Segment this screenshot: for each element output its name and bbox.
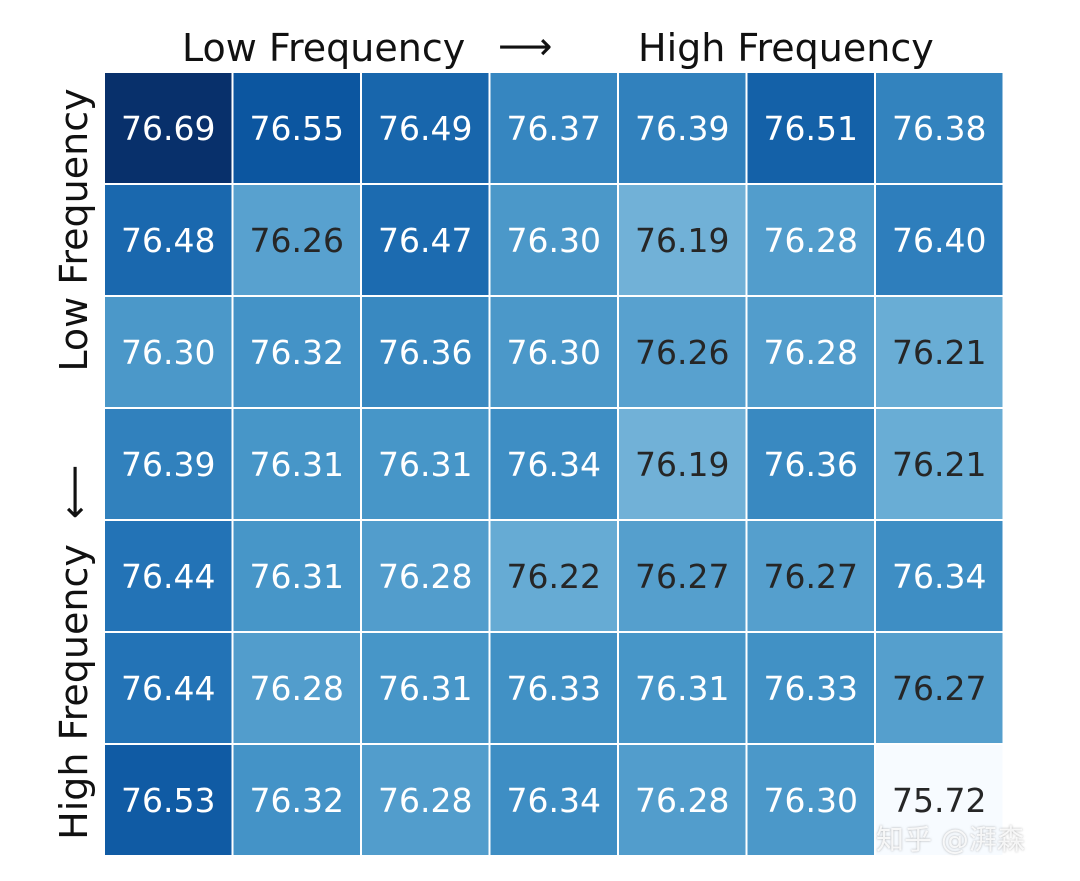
heatmap-value-r3-c3: 76.34: [507, 445, 601, 484]
heatmap-cell-r2-c3: [488, 295, 619, 409]
heatmap-value-r4-c1: 76.31: [250, 557, 344, 596]
heatmap-cell-r3-c4: [617, 407, 748, 521]
heatmap-cell-r6-c1: [231, 743, 362, 857]
heatmap-value-r4-c5: 76.27: [764, 557, 858, 596]
heatmap-cell-r1-c6: [874, 183, 1005, 297]
heatmap-value-r0-c5: 76.51: [764, 109, 858, 148]
heatmap-cell-r4-c4: [617, 519, 748, 633]
heatmap-value-r1-c0: 76.48: [121, 221, 215, 260]
heatmap-cell-r5-c0: [103, 631, 234, 745]
heatmap-value-r4-c0: 76.44: [121, 557, 215, 596]
heatmap-value-r6-c3: 76.34: [507, 781, 601, 820]
heatmap-value-r5-c1: 76.28: [250, 669, 344, 708]
heatmap-value-r5-c5: 76.33: [764, 669, 858, 708]
heatmap-cell-r2-c1: [231, 295, 362, 409]
heatmap-value-r2-c2: 76.36: [378, 333, 472, 372]
heatmap-value-r6-c0: 76.53: [121, 781, 215, 820]
heatmap-value-r5-c2: 76.31: [378, 669, 472, 708]
heatmap-value-r1-c4: 76.19: [635, 221, 729, 260]
heatmap-cell-r3-c5: [745, 407, 876, 521]
heatmap-value-r0-c2: 76.49: [378, 109, 472, 148]
heatmap-cell-r1-c0: [103, 183, 234, 297]
heatmap-cell-r6-c2: [360, 743, 491, 857]
heatmap-value-r3-c6: 76.21: [892, 445, 986, 484]
heatmap-cell-r3-c3: [488, 407, 619, 521]
heatmap-cell-r6-c4: [617, 743, 748, 857]
heatmap-cell-r3-c1: [231, 407, 362, 521]
heatmap-cell-r5-c2: [360, 631, 491, 745]
heatmap-value-r2-c3: 76.30: [507, 333, 601, 372]
heatmap-value-r6-c6: 75.72: [892, 781, 986, 820]
heatmap-cell-r4-c2: [360, 519, 491, 633]
heatmap-cell-r1-c1: [231, 183, 362, 297]
heatmap-value-r3-c4: 76.19: [635, 445, 729, 484]
heatmap-value-r1-c5: 76.28: [764, 221, 858, 260]
heatmap-cell-r6-c0: [103, 743, 234, 857]
heatmap-value-r6-c4: 76.28: [635, 781, 729, 820]
heatmap-value-r5-c6: 76.27: [892, 669, 986, 708]
heatmap-value-r0-c6: 76.38: [892, 109, 986, 148]
heatmap-value-r6-c2: 76.28: [378, 781, 472, 820]
heatmap-value-r5-c0: 76.44: [121, 669, 215, 708]
heatmap-value-r6-c1: 76.32: [250, 781, 344, 820]
heatmap-cell-r4-c3: [488, 519, 619, 633]
heatmap-value-r4-c2: 76.28: [378, 557, 472, 596]
heatmap-cell-r1-c5: [745, 183, 876, 297]
heatmap-value-r0-c4: 76.39: [635, 109, 729, 148]
heatmap-value-r1-c6: 76.40: [892, 221, 986, 260]
heatmap-value-r4-c4: 76.27: [635, 557, 729, 596]
heatmap-value-r4-c3: 76.22: [507, 557, 601, 596]
heatmap-cell-r0-c5: [745, 71, 876, 185]
heatmap-cell-r6-c6: [874, 743, 1005, 857]
heatmap-cell-r3-c0: [103, 407, 234, 521]
watermark: 知乎 @湃森: [876, 823, 1025, 856]
heatmap-cell-r4-c5: [745, 519, 876, 633]
heatmap-value-r5-c3: 76.33: [507, 669, 601, 708]
heatmap-cell-r2-c4: [617, 295, 748, 409]
heatmap-value-r1-c2: 76.47: [378, 221, 472, 260]
heatmap-cell-r4-c1: [231, 519, 362, 633]
heatmap-value-r2-c0: 76.30: [121, 333, 215, 372]
heatmap-cell-r0-c6: [874, 71, 1005, 185]
heatmap-value-r4-c6: 76.34: [892, 557, 986, 596]
heatmap-value-r0-c0: 76.69: [121, 109, 215, 148]
heatmap-cell-r6-c5: [745, 743, 876, 857]
heatmap-value-r3-c0: 76.39: [121, 445, 215, 484]
heatmap-cell-r3-c6: [874, 407, 1005, 521]
x-axis-arrow: ⟶: [498, 24, 553, 68]
heatmap-cell-r1-c3: [488, 183, 619, 297]
heatmap-value-r2-c4: 76.26: [635, 333, 729, 372]
heatmap-cell-r1-c2: [360, 183, 491, 297]
heatmap-value-r0-c3: 76.37: [507, 109, 601, 148]
x-axis-label-high: High Frequency: [638, 26, 934, 70]
heatmap-value-r0-c1: 76.55: [250, 109, 344, 148]
heatmap-value-r3-c2: 76.31: [378, 445, 472, 484]
heatmap-value-r2-c5: 76.28: [764, 333, 858, 372]
heatmap-cell-r3-c2: [360, 407, 491, 521]
heatmap-value-r1-c3: 76.30: [507, 221, 601, 260]
heatmap-cell-r2-c0: [103, 295, 234, 409]
heatmap-value-r2-c6: 76.21: [892, 333, 986, 372]
heatmap-value-r5-c4: 76.31: [635, 669, 729, 708]
heatmap-cell-r4-c6: [874, 519, 1005, 633]
heatmap-value-r6-c5: 76.30: [764, 781, 858, 820]
heatmap-cell-r6-c3: [488, 743, 619, 857]
heatmap-cell-r2-c6: [874, 295, 1005, 409]
heatmap-value-r1-c1: 76.26: [250, 221, 344, 260]
heatmap-value-r3-c1: 76.31: [250, 445, 344, 484]
heatmap-value-r2-c1: 76.32: [250, 333, 344, 372]
x-axis-label-low: Low Frequency: [182, 26, 466, 70]
heatmap-cell-r2-c2: [360, 295, 491, 409]
heatmap-value-r3-c5: 76.36: [764, 445, 858, 484]
